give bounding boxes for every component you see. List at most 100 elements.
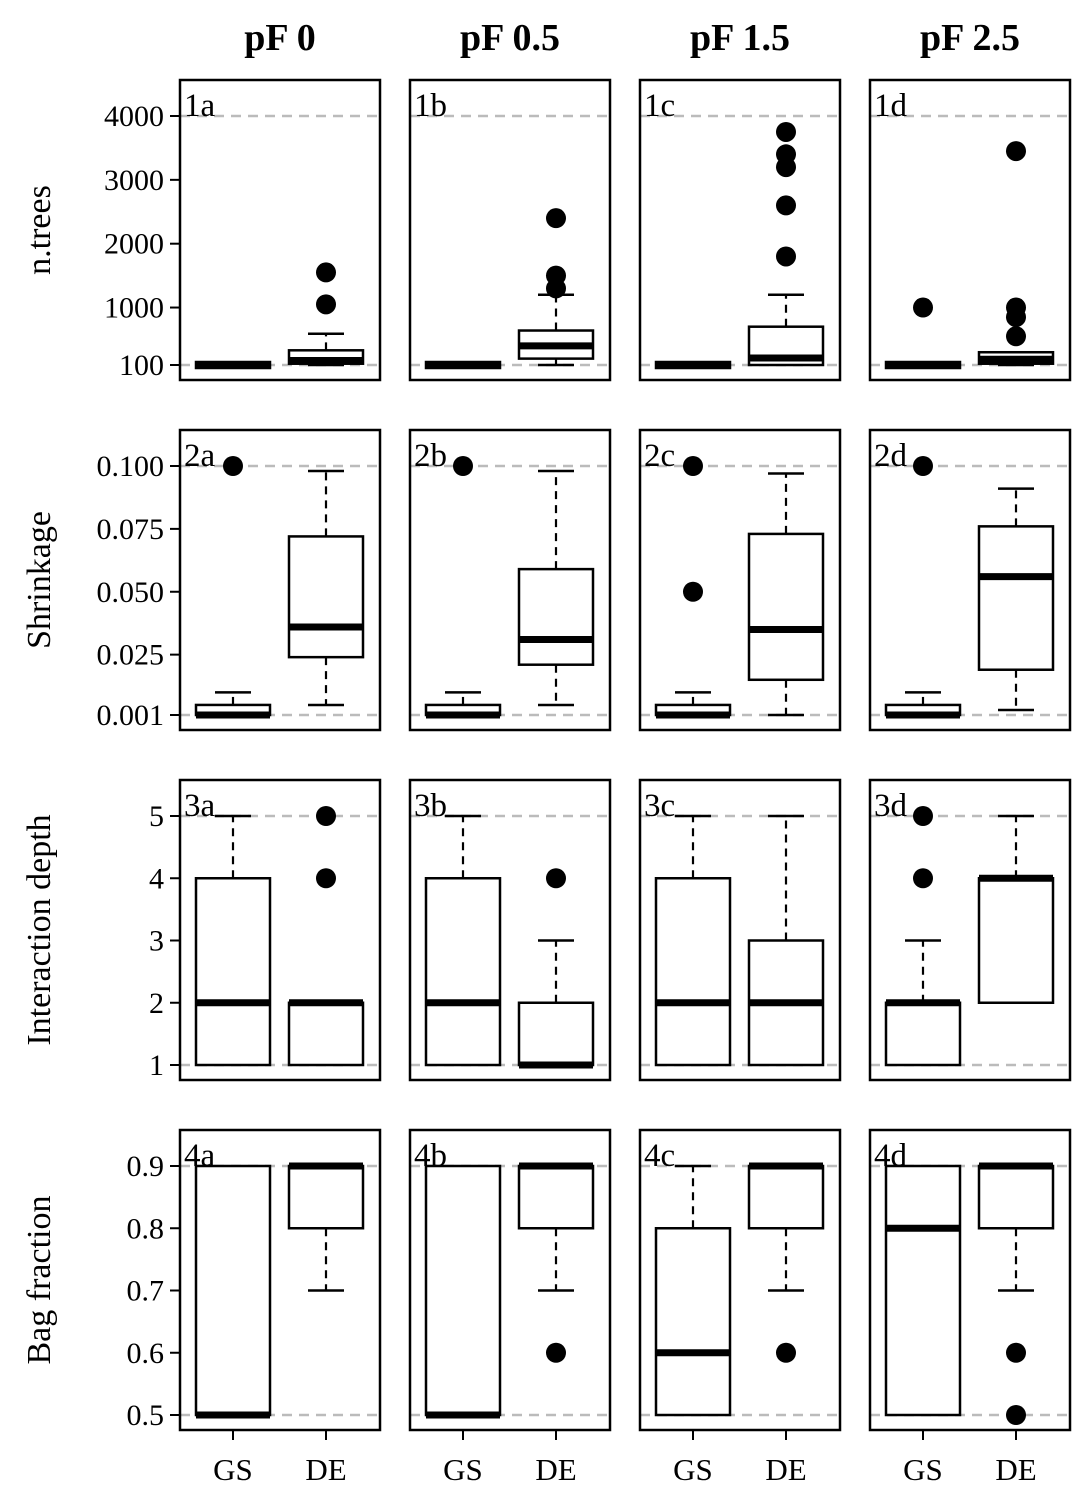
panel-label: 4a <box>184 1138 216 1174</box>
box-gs <box>654 877 732 1067</box>
column-title: pF 0.5 <box>460 17 560 59</box>
column-title: pF 1.5 <box>690 17 790 59</box>
panel-frame <box>638 428 842 732</box>
outlier-point <box>546 208 566 229</box>
y-tick-label: 0.7 <box>127 1275 165 1308</box>
x-category-label: DE <box>765 1452 806 1487</box>
box-gs <box>884 1164 962 1417</box>
box-gs <box>654 1227 732 1417</box>
box-de <box>977 877 1055 1004</box>
panel-frame <box>178 778 382 1082</box>
outlier-point <box>913 868 933 889</box>
outlier-point <box>1006 297 1026 318</box>
column-title: pF 0 <box>244 17 315 59</box>
y-axis-label: Bag fraction <box>21 1196 58 1365</box>
y-tick-label: 1 <box>149 1049 164 1082</box>
outlier-point <box>1006 326 1026 347</box>
y-tick-label: 0.8 <box>127 1212 165 1245</box>
y-tick-label: 100 <box>119 349 164 382</box>
x-category-label: DE <box>995 1452 1036 1487</box>
outlier-point <box>546 1342 566 1363</box>
y-tick-label: 0.075 <box>97 513 165 546</box>
panel-frame <box>408 428 612 732</box>
box-de <box>517 567 595 666</box>
y-tick-label: 0.100 <box>97 450 165 483</box>
box-gs <box>424 1164 502 1417</box>
x-category-label: GS <box>443 1452 483 1487</box>
box-de <box>517 1001 595 1067</box>
x-category-label: DE <box>305 1452 346 1487</box>
y-tick-label: 2000 <box>104 228 164 261</box>
panel-label: 1a <box>184 88 216 124</box>
y-tick-label: 0.050 <box>97 576 165 609</box>
outlier-point <box>316 294 336 315</box>
panel-frame <box>408 778 612 1082</box>
box-de <box>287 1001 365 1067</box>
outlier-point <box>776 246 796 267</box>
panel-label: 3a <box>184 788 216 824</box>
outlier-point <box>776 121 796 142</box>
outlier-point <box>776 195 796 216</box>
x-category-label: GS <box>903 1452 943 1487</box>
y-axis-label: Interaction depth <box>21 814 58 1045</box>
outlier-point <box>776 144 796 165</box>
outlier-point <box>316 868 336 889</box>
outlier-point <box>453 456 473 476</box>
panel-frame <box>868 78 1072 382</box>
y-tick-label: 0.6 <box>127 1337 165 1370</box>
box-de <box>287 1164 365 1230</box>
y-tick-label: 0.9 <box>127 1150 165 1183</box>
outlier-point <box>683 581 703 602</box>
y-axis-label: Shrinkage <box>21 511 58 649</box>
box-gs <box>884 1001 962 1067</box>
panel-label: 1d <box>874 88 908 124</box>
column-title: pF 2.5 <box>920 17 1020 59</box>
outlier-point <box>913 456 933 476</box>
y-tick-label: 3000 <box>104 164 164 197</box>
panel-label: 3d <box>874 788 908 824</box>
y-axis-label: n.trees <box>21 185 58 275</box>
box-de <box>747 1164 825 1230</box>
panel-label: 2a <box>184 438 216 474</box>
y-tick-label: 1000 <box>104 292 164 325</box>
panel-frame <box>638 1128 842 1432</box>
panel-frame <box>178 1128 382 1432</box>
panel-label: 4d <box>874 1138 908 1174</box>
outlier-point <box>546 868 566 889</box>
panel-label: 2c <box>644 438 675 474</box>
panel-label: 2b <box>414 438 447 474</box>
y-tick-label: 0.025 <box>97 639 165 672</box>
panel-frame <box>868 778 1072 1082</box>
y-tick-label: 2 <box>149 987 164 1020</box>
outlier-point <box>1006 1342 1026 1363</box>
box-de <box>977 1164 1055 1230</box>
x-category-label: GS <box>673 1452 713 1487</box>
box-de <box>747 532 825 682</box>
outlier-point <box>1006 1405 1026 1425</box>
outlier-point <box>683 456 703 476</box>
panel-frame <box>178 78 382 382</box>
x-category-label: GS <box>213 1452 253 1487</box>
box-de <box>287 535 365 659</box>
box-gs <box>194 877 272 1067</box>
panel-frame <box>408 1128 612 1432</box>
outlier-point <box>546 265 566 286</box>
panel-frame <box>868 428 1072 732</box>
box-de <box>517 1164 595 1230</box>
panel-frame <box>178 428 382 732</box>
y-tick-label: 0.001 <box>97 699 165 732</box>
outlier-point <box>316 806 336 826</box>
panel-label: 3b <box>414 788 447 824</box>
box-de <box>977 525 1055 671</box>
panel-frame <box>408 78 612 382</box>
panel-label: 1b <box>414 88 447 124</box>
outlier-point <box>913 297 933 318</box>
y-tick-label: 0.5 <box>127 1399 165 1432</box>
panel-label: 1c <box>644 88 675 124</box>
panel-label: 4b <box>414 1138 447 1174</box>
outlier-point <box>776 1342 796 1363</box>
outlier-point <box>1006 141 1026 162</box>
y-tick-label: 5 <box>149 800 164 833</box>
outlier-point <box>223 456 243 476</box>
